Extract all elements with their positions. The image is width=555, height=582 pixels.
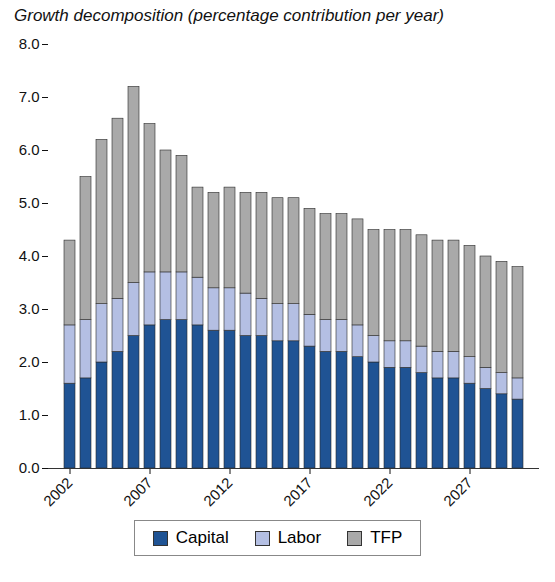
svg-text:5.0: 5.0 [19,194,40,211]
svg-text:2022: 2022 [360,474,396,510]
svg-text:2027: 2027 [440,474,476,510]
svg-text:0.0: 0.0 [19,459,40,476]
html-text:Labor: Labor [277,528,322,547]
html-text:Capital: Capital [175,528,229,547]
svg-text:2007: 2007 [120,474,156,510]
svg-text:2017: 2017 [280,474,316,510]
html-text:Growth decomposition (percenta: Growth decomposition (percentage contrib… [14,6,444,25]
svg-text:2.0: 2.0 [19,353,40,370]
svg-text:4.0: 4.0 [19,247,40,264]
svg-text:6.0: 6.0 [19,141,40,158]
svg-text:2002: 2002 [40,474,76,510]
html-text:TFP: TFP [370,528,403,547]
svg-text:2012: 2012 [200,474,236,510]
svg-text:8.0: 8.0 [19,35,40,52]
svg-text:7.0: 7.0 [19,88,40,105]
svg-text:3.0: 3.0 [19,300,40,317]
svg-text:1.0: 1.0 [19,406,40,423]
